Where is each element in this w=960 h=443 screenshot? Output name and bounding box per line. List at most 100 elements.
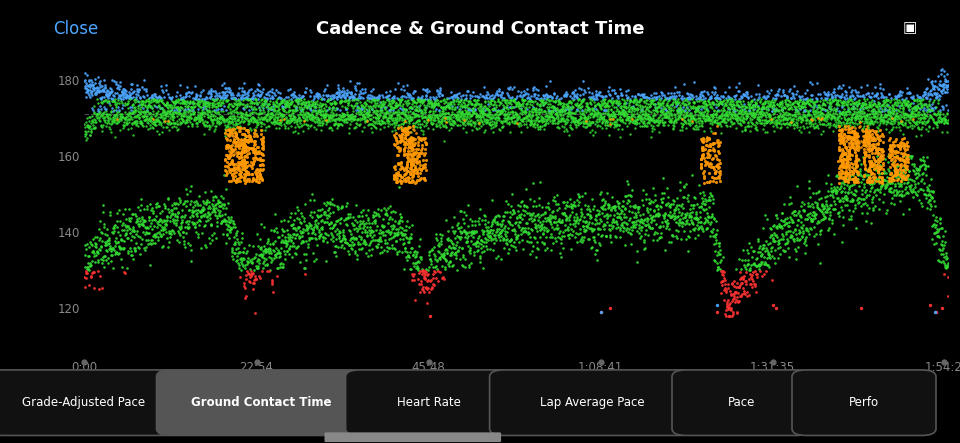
Point (219, 169, 234, 176)
Point (763, 116, 779, 123)
Point (354, 102, 370, 109)
Point (221, 167, 236, 174)
Point (827, 89, 842, 96)
Point (868, 162, 883, 169)
Point (444, 249, 460, 256)
Point (250, 100, 265, 107)
Point (154, 217, 169, 224)
Point (871, 124, 886, 132)
Point (228, 120, 244, 127)
Point (711, 250, 727, 257)
Point (836, 195, 852, 202)
Point (870, 167, 885, 174)
Point (166, 119, 181, 126)
Point (357, 86, 372, 93)
Point (660, 103, 676, 110)
Point (599, 118, 614, 125)
Point (378, 210, 394, 217)
Point (726, 110, 741, 117)
Point (783, 120, 799, 127)
Point (747, 262, 762, 269)
Point (450, 225, 466, 232)
Point (702, 190, 717, 197)
Point (97, 96, 112, 103)
Point (793, 236, 808, 243)
Point (463, 247, 478, 254)
Point (777, 248, 792, 255)
Point (618, 99, 634, 106)
Point (743, 280, 758, 288)
Point (809, 95, 825, 102)
Point (712, 95, 728, 102)
Point (228, 176, 244, 183)
Point (869, 135, 884, 142)
Point (235, 105, 251, 112)
Point (190, 202, 205, 209)
Point (156, 119, 172, 126)
Point (590, 225, 606, 232)
Point (511, 221, 526, 228)
Point (182, 111, 198, 118)
Point (239, 154, 254, 161)
Point (372, 112, 388, 119)
Point (792, 105, 807, 112)
Point (847, 179, 862, 186)
Point (557, 92, 572, 99)
Point (108, 108, 124, 115)
Point (460, 238, 475, 245)
Point (195, 203, 210, 210)
Point (431, 239, 446, 246)
Point (838, 150, 853, 157)
Point (560, 118, 575, 125)
Point (386, 172, 401, 179)
Point (598, 101, 613, 109)
Point (910, 188, 925, 195)
Point (466, 109, 481, 116)
Point (900, 155, 916, 163)
Point (432, 231, 447, 238)
Point (315, 234, 330, 241)
Point (707, 117, 722, 124)
Point (119, 118, 134, 125)
Point (532, 102, 547, 109)
Point (251, 114, 266, 121)
Point (785, 93, 801, 100)
Point (265, 241, 280, 248)
Point (411, 104, 426, 111)
Point (418, 107, 433, 114)
Point (682, 109, 697, 117)
Point (666, 216, 682, 223)
Point (209, 222, 225, 229)
Point (604, 204, 619, 211)
Point (353, 209, 369, 216)
Point (132, 111, 148, 118)
Point (817, 101, 832, 108)
Point (652, 104, 667, 111)
Point (481, 236, 496, 243)
Point (764, 102, 780, 109)
Point (186, 219, 202, 226)
Point (678, 124, 693, 131)
Point (671, 113, 686, 120)
Point (334, 92, 349, 99)
Point (253, 96, 269, 103)
Point (690, 95, 706, 102)
Point (213, 202, 228, 210)
Point (217, 125, 232, 132)
Point (863, 220, 878, 227)
Point (276, 228, 292, 235)
Point (275, 114, 290, 121)
Point (672, 187, 687, 194)
Point (641, 95, 657, 102)
Point (623, 115, 638, 122)
Point (293, 103, 308, 110)
Point (211, 206, 227, 213)
Point (599, 119, 614, 126)
Point (688, 105, 704, 113)
Point (279, 97, 295, 105)
Point (524, 105, 540, 112)
Point (804, 91, 819, 98)
Point (284, 115, 300, 122)
Point (294, 213, 309, 220)
Point (600, 105, 615, 113)
